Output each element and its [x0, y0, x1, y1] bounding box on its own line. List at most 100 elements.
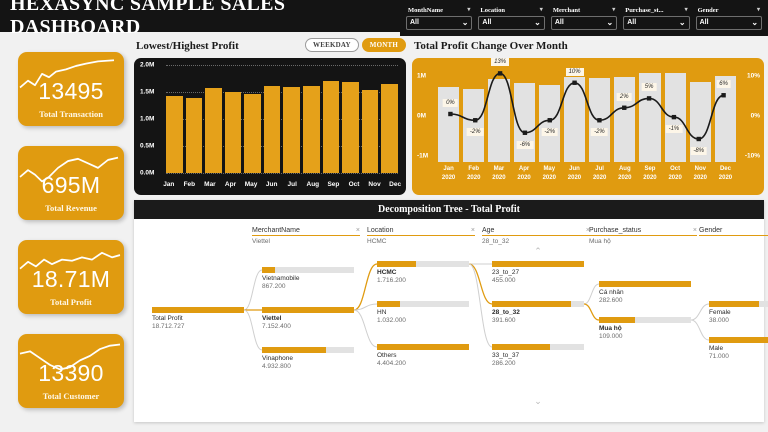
tree-node-33_to_37[interactable]: 33_to_37 286.200: [492, 344, 584, 367]
tree-column-merchantname[interactable]: MerchantName × Viettel: [252, 227, 360, 245]
tree-node-vinaphone[interactable]: Vinaphone 4.932.800: [262, 347, 354, 370]
line-marker-oct[interactable]: [671, 114, 677, 120]
column-may[interactable]: [538, 84, 560, 162]
filter-select[interactable]: All ⌄: [478, 15, 545, 30]
tree-node-23_to_27[interactable]: 23_to_27 455.000: [492, 261, 584, 284]
y-axis-tick: 1.0M: [140, 115, 155, 123]
tree-column-age[interactable]: Age × 28_to_32: [482, 227, 590, 245]
line-marker-mar[interactable]: [497, 71, 503, 76]
bar-jan[interactable]: [166, 96, 183, 173]
line-marker-jun[interactable]: [572, 80, 577, 85]
chevron-down-icon[interactable]: ⌄: [606, 18, 614, 27]
line-marker-dec[interactable]: [721, 93, 726, 98]
line-marker-jul[interactable]: [597, 118, 602, 123]
filter-location[interactable]: Location ▾ All ⌄: [478, 7, 545, 30]
x-tick-month: Jul: [595, 166, 604, 172]
bar-chart[interactable]: 0.0M 0.5M 1.0M 1.5M 2.0M Jan Feb Mar Apr May Jun J…: [134, 58, 406, 195]
filter-select[interactable]: All ⌄: [695, 15, 763, 30]
node-bar-fill: [709, 301, 759, 307]
data-label-apr: -6%: [516, 140, 534, 149]
bar-nov[interactable]: [361, 90, 379, 173]
tree-node-purchase-0[interactable]: Cá nhân 282.600: [599, 281, 691, 304]
chevron-down-icon[interactable]: ▾: [539, 7, 543, 13]
filter-value: All: [554, 19, 564, 26]
line-marker-apr[interactable]: [522, 130, 528, 135]
bar-may[interactable]: [244, 93, 261, 173]
tree-node-others[interactable]: Others 4.404.200: [377, 344, 469, 367]
chevron-down-icon[interactable]: ▾: [467, 7, 471, 13]
column-nov[interactable]: [689, 81, 711, 162]
line-marker-feb[interactable]: [473, 118, 478, 123]
filter-select[interactable]: All ⌄: [406, 15, 473, 30]
tree-column-value: Mua hộ: [589, 238, 611, 246]
close-icon[interactable]: ×: [355, 227, 360, 234]
line-marker-jan[interactable]: [448, 111, 453, 117]
node-value: 1.032.000: [377, 317, 406, 324]
chevron-down-icon[interactable]: ▾: [757, 7, 761, 13]
kpi-card-total-profit[interactable]: 18.71M Total Profit: [18, 240, 124, 314]
filter-monthname[interactable]: MonthName ▾ All ⌄: [406, 7, 473, 30]
left-axis-tick: 0M: [417, 112, 427, 120]
chevron-down-icon[interactable]: ⌄: [534, 18, 541, 27]
chevron-down-icon[interactable]: ▾: [612, 7, 616, 13]
tree-node-28_to_32[interactable]: 28_to_32 391.600: [492, 301, 584, 324]
tree-column-name: Location: [367, 227, 394, 234]
combo-chart[interactable]: 0% -2% 13% -6% -2% 10% -2% 2% 5% -1% -8% 6% 1M 0M -1M…: [412, 58, 764, 195]
chevron-down-icon[interactable]: ⌄: [534, 396, 542, 406]
bar-jun[interactable]: [263, 85, 281, 173]
filter-select[interactable]: All ⌄: [550, 15, 618, 30]
tree-node-viettel[interactable]: Viettel 7.152.400: [262, 307, 354, 330]
bar-oct[interactable]: [342, 81, 359, 173]
close-icon[interactable]: ×: [692, 227, 697, 234]
filter-merchant[interactable]: Merchant ▾ All ⌄: [550, 7, 618, 30]
decomposition-tree-columns: MerchantName × Viettel Location × HCMC Age × 28_…: [134, 219, 768, 249]
column-mar[interactable]: [488, 79, 510, 162]
tree-column-location[interactable]: Location × HCMC: [367, 227, 475, 245]
tree-node-hcmc[interactable]: HCMC 1.716.200: [377, 261, 469, 284]
node-label: Female: [709, 309, 731, 316]
kpi-card-total-customer[interactable]: 13390 Total Customer: [18, 334, 124, 408]
close-icon[interactable]: ×: [470, 227, 475, 234]
node-label: 33_to_37: [492, 352, 520, 359]
line-marker-nov[interactable]: [696, 136, 701, 142]
chevron-down-icon[interactable]: ▾: [684, 7, 688, 13]
bar-feb[interactable]: [185, 97, 203, 173]
tree-node-male[interactable]: Male 71.000: [709, 337, 768, 360]
line-marker-aug[interactable]: [622, 105, 627, 110]
close-icon[interactable]: ×: [585, 227, 590, 234]
x-tick-year: 2020: [542, 175, 556, 181]
line-marker-may[interactable]: [547, 118, 552, 123]
bar-sep[interactable]: [322, 81, 340, 173]
tree-node-hn[interactable]: HN 1.032.000: [377, 301, 469, 324]
filter-purchase-st-[interactable]: Purchase_st... ▾ All ⌄: [623, 7, 690, 30]
tree-node-vietnamobile[interactable]: Vietnamobile 867.200: [262, 267, 354, 290]
chevron-down-icon[interactable]: ⌄: [678, 18, 686, 27]
tree-link: [583, 283, 600, 305]
bar-apr[interactable]: [224, 92, 242, 173]
tree-column-gender[interactable]: Gender: [699, 227, 768, 238]
tree-node-female[interactable]: Female 38.000: [709, 301, 768, 324]
filter-select[interactable]: All ⌄: [623, 15, 690, 30]
filter-gender[interactable]: Gender ▾ All ⌄: [695, 7, 763, 30]
tree-column-purchase_status[interactable]: Purchase_status × Mua hộ: [589, 227, 697, 245]
bar-jul[interactable]: [283, 86, 301, 173]
chevron-down-icon[interactable]: ⌄: [751, 18, 759, 27]
data-label-oct: -1%: [665, 125, 683, 134]
header-bar: HEXASYNC SAMPLE SALES DASHBOARD: [0, 0, 400, 38]
x-axis-tick: Nov: [368, 181, 381, 188]
toggle-month-button[interactable]: MONTH: [361, 38, 406, 52]
chevron-down-icon[interactable]: ⌄: [461, 18, 469, 27]
column-feb[interactable]: [463, 89, 485, 162]
tree-node-total-profit[interactable]: Total Profit 18.712.727: [152, 307, 244, 330]
column-jun[interactable]: [563, 76, 586, 162]
kpi-card-total-revenue[interactable]: 695M Total Revenue: [18, 146, 124, 220]
bar-mar[interactable]: [205, 87, 222, 173]
bar-aug[interactable]: [303, 85, 320, 173]
chevron-up-icon[interactable]: ⌃: [534, 246, 542, 256]
tree-node-purchase-1[interactable]: Mua hộ 109.000: [599, 317, 691, 340]
kpi-card-total-transaction[interactable]: 13495 Total Transaction: [18, 52, 124, 126]
column-sep[interactable]: [639, 72, 661, 162]
line-marker-sep[interactable]: [646, 96, 652, 101]
bar-dec[interactable]: [381, 84, 398, 173]
toggle-weekday-button[interactable]: WEEKDAY: [305, 38, 359, 52]
